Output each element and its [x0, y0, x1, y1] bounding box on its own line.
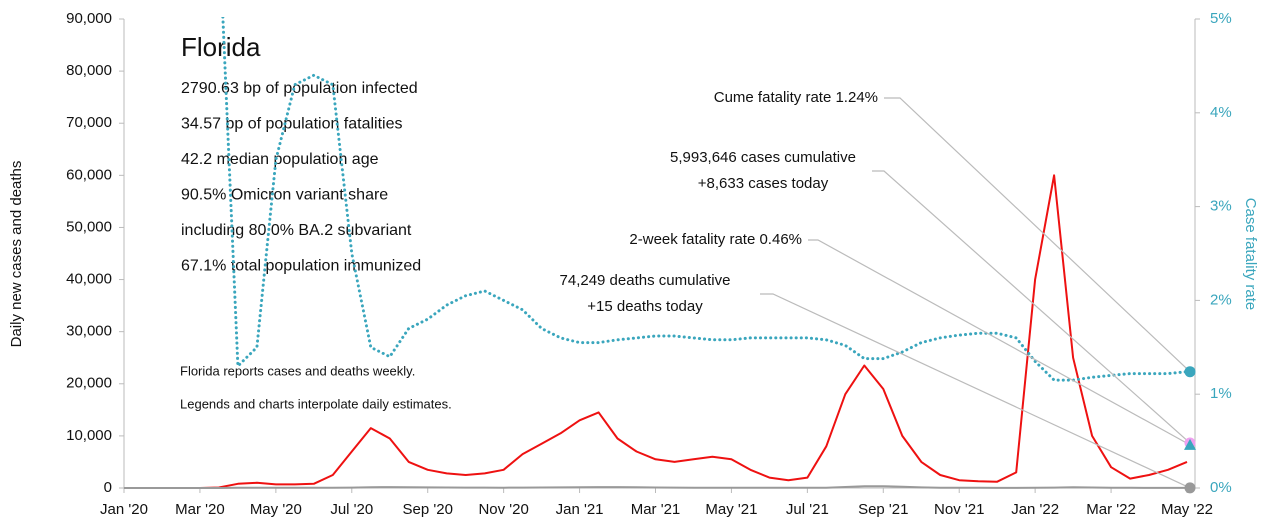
info-line: 34.57 bp of population fatalities: [181, 116, 403, 133]
y2-tick-label: 0%: [1210, 479, 1232, 496]
end-marker: [1184, 482, 1196, 494]
y2-axis-label: Case fatality rate: [1242, 198, 1259, 311]
info-line: 42.2 median population age: [181, 151, 379, 168]
x-tick-label: May '20: [250, 501, 302, 518]
x-tick-label: Jan '21: [556, 501, 604, 518]
y-axis-label: Daily new cases and deaths: [8, 161, 25, 348]
y-tick-label: 20,000: [66, 375, 112, 392]
series-line: [124, 485, 1187, 489]
y-tick-label: 80,000: [66, 62, 112, 79]
x-tick-label: Mar '20: [175, 501, 225, 518]
leader-line: [872, 170, 1191, 444]
annotation-text: 74,249 deaths cumulative: [560, 272, 731, 289]
x-tick-label: Jan '20: [100, 501, 148, 518]
series-line: [124, 174, 1188, 489]
y-tick-label: 30,000: [66, 323, 112, 340]
x-tick-label: Nov '20: [478, 501, 528, 518]
x-tick-label: Nov '21: [934, 501, 984, 518]
annotation-text: Cume fatality rate 1.24%: [714, 89, 878, 106]
annotation-text: 2-week fatality rate 0.46%: [629, 231, 802, 248]
x-tick-label: Sep '21: [858, 501, 908, 518]
info-line: including 80.0% BA.2 subvariant: [181, 222, 412, 239]
x-tick-label: Mar '22: [1086, 501, 1136, 518]
x-tick-label: Sep '20: [403, 501, 453, 518]
annotation-text: +8,633 cases today: [698, 175, 829, 192]
x-tick-label: May '22: [1161, 501, 1213, 518]
leader-line: [760, 293, 1191, 489]
plot-area: [124, 17, 1189, 489]
y2-tick-label: 4%: [1210, 104, 1232, 121]
leader-line: [884, 97, 1191, 373]
info-line: 90.5% Omicron variant share: [181, 187, 388, 204]
y2-tick-label: 5%: [1210, 10, 1232, 27]
end-marker: [1184, 366, 1196, 378]
note: Legends and charts interpolate daily est…: [180, 396, 452, 411]
end-marker: [1184, 438, 1196, 450]
x-tick-label: Jul '21: [786, 501, 829, 518]
y-tick-label: 90,000: [66, 10, 112, 27]
series-line: [221, 17, 1189, 382]
info-line: 67.1% total population immunized: [181, 258, 421, 275]
y2-tick-label: 1%: [1210, 385, 1232, 402]
y2-tick-label: 3%: [1210, 198, 1232, 215]
y2-tick-label: 2%: [1210, 291, 1232, 308]
x-tick-label: May '21: [705, 501, 757, 518]
y-tick-label: 40,000: [66, 271, 112, 288]
annotation-text: +15 deaths today: [587, 298, 703, 315]
leader-line: [808, 239, 1191, 446]
y-tick-label: 50,000: [66, 218, 112, 235]
x-tick-label: Jan '22: [1011, 501, 1059, 518]
annotation-text: 5,993,646 cases cumulative: [670, 149, 856, 166]
y-tick-label: 60,000: [66, 166, 112, 183]
y-tick-label: 0: [104, 479, 112, 496]
note: Florida reports cases and deaths weekly.: [180, 363, 415, 378]
chart-title: Florida: [181, 32, 261, 62]
x-tick-label: Mar '21: [631, 501, 681, 518]
y-tick-label: 10,000: [66, 427, 112, 444]
x-tick-label: Jul '20: [330, 501, 373, 518]
info-line: 2790.63 bp of population infected: [181, 80, 418, 97]
y-tick-label: 70,000: [66, 114, 112, 131]
